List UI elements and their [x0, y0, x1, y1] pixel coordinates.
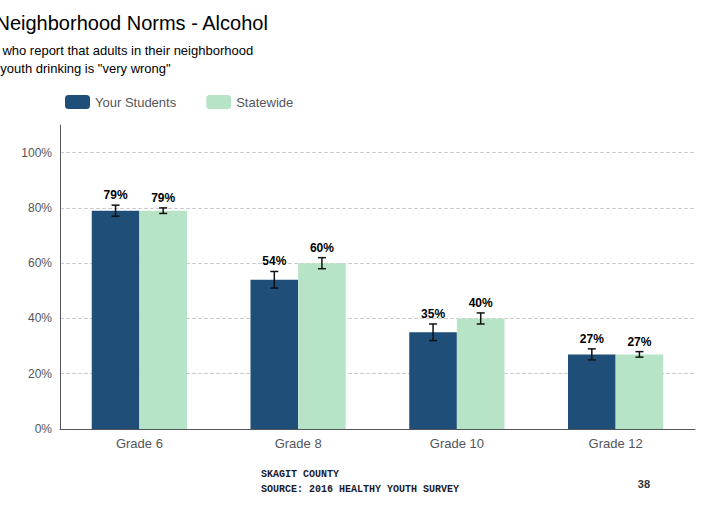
- svg-text:35%: 35%: [421, 307, 445, 321]
- svg-text:Your Students: Your Students: [95, 95, 177, 110]
- svg-text:Grade 6: Grade 6: [116, 436, 163, 451]
- svg-text:54%: 54%: [262, 254, 286, 268]
- svg-text:Grade 10: Grade 10: [430, 436, 484, 451]
- svg-text:Grade 8: Grade 8: [275, 436, 322, 451]
- svg-text:40%: 40%: [469, 296, 493, 310]
- svg-text:Grade 12: Grade 12: [589, 436, 643, 451]
- svg-text:SKAGIT COUNTY: SKAGIT COUNTY: [261, 469, 339, 480]
- svg-text:38: 38: [638, 478, 650, 490]
- svg-text:Statewide: Statewide: [236, 95, 293, 110]
- svg-text:60%: 60%: [28, 256, 52, 270]
- svg-text:79%: 79%: [104, 188, 128, 202]
- svg-text:40%: 40%: [28, 311, 52, 325]
- svg-text:100%: 100%: [21, 146, 52, 160]
- svg-text:27%: 27%: [580, 332, 604, 346]
- svg-text:think youth drinking is "very: think youth drinking is "very wrong": [0, 61, 171, 76]
- svg-text:0%: 0%: [35, 422, 53, 436]
- svg-text:27%: 27%: [627, 335, 651, 349]
- svg-text:60%: 60%: [310, 241, 334, 255]
- svg-text:79%: 79%: [151, 191, 175, 205]
- svg-text:Perception of Neighborhood Nor: Perception of Neighborhood Norms - Alcoh…: [0, 12, 268, 34]
- svg-text:80%: 80%: [28, 201, 52, 215]
- svg-text:Percent of students who report: Percent of students who report that adul…: [0, 43, 253, 58]
- svg-text:SOURCE: 2016 HEALTHY YOUTH SUR: SOURCE: 2016 HEALTHY YOUTH SURVEY: [261, 484, 459, 495]
- svg-text:20%: 20%: [28, 367, 52, 381]
